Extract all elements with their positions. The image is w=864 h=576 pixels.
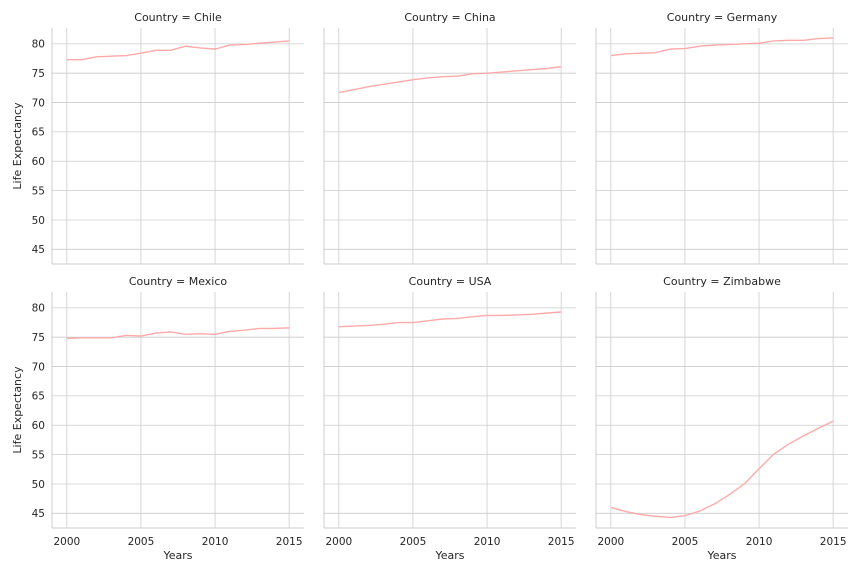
x-axis-label: Years <box>434 549 464 562</box>
series-line <box>66 40 290 61</box>
x-tick-label: 2015 <box>276 536 303 548</box>
x-axis-label: Years <box>162 549 192 562</box>
facet-title: Country = Germany <box>667 11 778 24</box>
x-tick-label: 2015 <box>820 536 847 548</box>
y-axis-label: Life Expectancy <box>11 366 24 454</box>
x-tick-label: 2005 <box>400 536 427 548</box>
y-tick-label: 65 <box>32 391 45 403</box>
y-tick-label: 55 <box>32 185 45 197</box>
y-tick-label: 75 <box>32 332 45 344</box>
y-tick-label: 80 <box>32 303 45 315</box>
facet-title: Country = China <box>404 11 495 24</box>
facet-title: Country = Zimbabwe <box>663 275 781 288</box>
facet-title: Country = USA <box>409 275 492 288</box>
x-tick-label: 2010 <box>746 536 773 548</box>
y-tick-label: 70 <box>32 361 45 373</box>
y-tick-label: 60 <box>32 420 45 432</box>
facet-title: Country = Chile <box>134 11 222 24</box>
facet-title: Country = Mexico <box>129 275 228 288</box>
series-line <box>338 311 562 328</box>
x-tick-label: 2005 <box>128 536 155 548</box>
x-axis-label: Years <box>706 549 736 562</box>
y-tick-label: 80 <box>32 39 45 51</box>
y-tick-label: 75 <box>32 68 45 80</box>
y-tick-label: 70 <box>32 97 45 109</box>
x-tick-label: 2010 <box>474 536 501 548</box>
series-line <box>66 327 290 340</box>
y-tick-label: 45 <box>32 508 45 520</box>
y-tick-label: 60 <box>32 156 45 168</box>
y-axis-label: Life Expectancy <box>11 102 24 190</box>
series-line <box>610 37 834 57</box>
series-line <box>338 66 562 94</box>
series-line <box>610 420 834 519</box>
y-tick-label: 65 <box>32 127 45 139</box>
x-tick-label: 2010 <box>202 536 229 548</box>
x-tick-label: 2015 <box>548 536 575 548</box>
x-tick-label: 2000 <box>53 536 80 548</box>
x-tick-label: 2005 <box>672 536 699 548</box>
y-tick-label: 50 <box>32 215 45 227</box>
x-tick-label: 2000 <box>325 536 352 548</box>
y-tick-label: 45 <box>32 244 45 256</box>
y-tick-label: 50 <box>32 479 45 491</box>
y-tick-label: 55 <box>32 449 45 461</box>
x-tick-label: 2000 <box>597 536 624 548</box>
